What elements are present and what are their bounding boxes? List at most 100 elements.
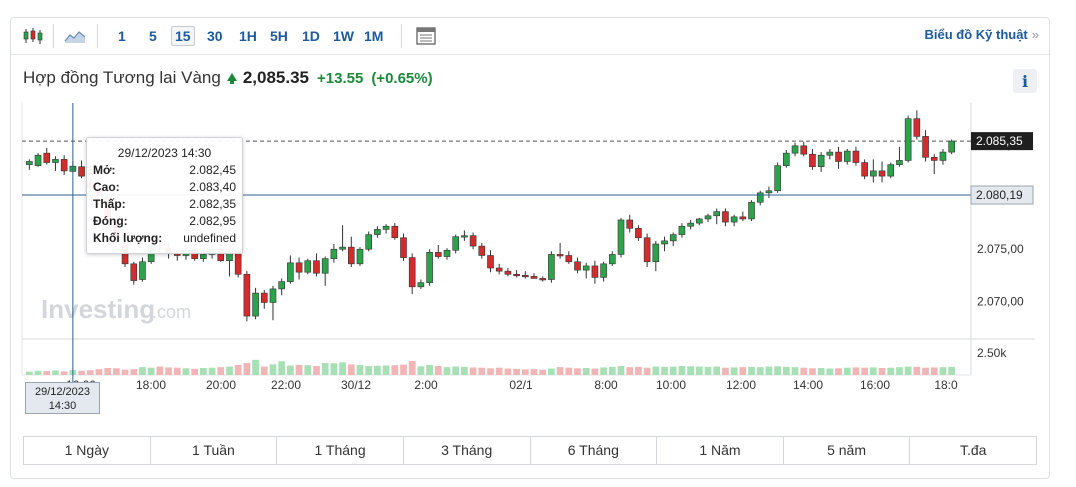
- toolbar-divider: [53, 24, 54, 48]
- volume-bar: [60, 371, 68, 375]
- range-1-month[interactable]: 1 Tháng: [277, 437, 404, 464]
- volume-bar: [800, 367, 808, 375]
- timeframe-15[interactable]: 15: [171, 26, 195, 46]
- technical-chart-link-label[interactable]: Biểu đồ Kỹ thuật: [924, 27, 1028, 42]
- bullish-candle: [365, 234, 372, 250]
- bearish-candle: [556, 254, 564, 257]
- bullish-candle: [617, 219, 625, 255]
- bearish-candle: [504, 270, 512, 275]
- range-3-months[interactable]: 3 Tháng: [404, 437, 531, 464]
- bearish-candle: [260, 292, 268, 303]
- volume-bar: [260, 366, 268, 375]
- volume-bar: [600, 367, 607, 375]
- timeframe-1w[interactable]: 1W: [333, 28, 354, 44]
- volume-bar: [156, 366, 164, 375]
- time-axis-label: 30/12: [341, 378, 371, 392]
- timeframe-1d[interactable]: 1D: [302, 28, 320, 44]
- price-tick-label: 2.075,00: [977, 242, 1024, 256]
- volume-bar: [104, 368, 112, 375]
- area-chart-icon[interactable]: [63, 26, 87, 46]
- volume-bar: [748, 366, 755, 375]
- bullish-candle: [321, 258, 329, 274]
- volume-bar: [635, 366, 642, 375]
- range-max[interactable]: T.đa: [959, 442, 987, 458]
- bullish-candle: [34, 154, 42, 166]
- ohlc-tooltip: 29/12/2023 14:30 Mở: 2.082,45 Cao: 2.083,4…: [86, 137, 243, 254]
- bearish-candle: [861, 162, 868, 177]
- time-axis-label: 02/1: [509, 378, 533, 392]
- bullish-candle: [652, 243, 660, 263]
- volume-bar: [661, 366, 668, 375]
- volume-bar: [643, 367, 651, 375]
- tooltip-label: Mở:: [93, 163, 116, 177]
- time-axis-label: 14:00: [793, 378, 823, 392]
- info-button[interactable]: i: [1013, 69, 1037, 93]
- range-1-year[interactable]: 1 Năm: [657, 437, 784, 464]
- tooltip-row-open: Mở: 2.082,45: [87, 162, 242, 179]
- bullish-candle: [269, 288, 277, 303]
- volume-bar: [930, 367, 938, 375]
- range-6-months[interactable]: 6 Tháng: [531, 437, 658, 464]
- range-selector: 1 Ngày 1 Tuần 1 Tháng 3 Tháng 6 Tháng 1 …: [23, 436, 1037, 465]
- volume-bar: [208, 367, 216, 375]
- volume-bar: [121, 369, 129, 375]
- timeframe-1h[interactable]: 1H: [239, 28, 257, 44]
- volume-bar: [26, 371, 33, 375]
- bearish-candle: [913, 118, 921, 137]
- volume-bar: [765, 366, 773, 375]
- bullish-candle: [426, 252, 433, 283]
- time-axis-label: 2:00: [414, 378, 438, 392]
- bullish-candle: [374, 229, 381, 235]
- bullish-candle: [200, 254, 207, 259]
- instrument-header: Hợp đồng Tương lai Vàng 2,085.35 +13.55 …: [23, 67, 433, 89]
- layout-icon[interactable]: [414, 26, 438, 46]
- bullish-candle: [382, 225, 390, 230]
- bullish-candle: [287, 262, 294, 282]
- bullish-candle: [774, 165, 781, 192]
- volume-bar: [756, 367, 764, 375]
- volume-bar: [321, 362, 329, 375]
- volume-bar: [487, 368, 494, 375]
- tooltip-date: 29/12/2023 14:30: [117, 146, 212, 160]
- bearish-candle: [591, 265, 599, 278]
- volume-bar: [878, 368, 886, 375]
- chevron-right-icon: »: [1031, 27, 1039, 42]
- volume-bar: [939, 367, 947, 375]
- range-5-years[interactable]: 5 năm: [784, 437, 911, 464]
- volume-bar: [313, 366, 320, 375]
- timeframe-5[interactable]: 5: [149, 28, 157, 44]
- volume-bar: [191, 368, 199, 375]
- time-axis-label: 10:00: [656, 378, 686, 392]
- volume-bar: [904, 366, 912, 375]
- timeframe-1[interactable]: 1: [118, 28, 126, 44]
- range-1-week[interactable]: 1 Tuần: [151, 437, 278, 464]
- bearish-candle: [722, 211, 729, 223]
- tooltip-label: Đóng:: [93, 214, 128, 228]
- timeframe-1m[interactable]: 1M: [364, 28, 384, 44]
- bullish-candle: [687, 222, 694, 227]
- volume-bar: [582, 368, 590, 375]
- bearish-candle: [522, 275, 529, 278]
- volume-bar: [713, 366, 721, 375]
- volume-bar: [608, 366, 616, 375]
- bullish-candle: [669, 234, 677, 242]
- volume-bar: [652, 366, 660, 375]
- technical-chart-link[interactable]: Biểu đồ Kỹ thuật»: [924, 27, 1039, 42]
- timeframe-5h[interactable]: 5H: [270, 28, 288, 44]
- candlestick-icon[interactable]: [21, 26, 45, 46]
- timeframe-30[interactable]: 30: [207, 28, 223, 44]
- volume-axis-label: 2.50k: [977, 346, 1007, 360]
- volume-bar: [182, 368, 190, 375]
- bullish-candle: [843, 150, 851, 162]
- price-change-percent: (+0.65%): [371, 69, 433, 87]
- chart-toolbar: 1 5 15 30 1H 5H 1D 1W 1M Biểu đồ Kỹ thuậ…: [11, 18, 1049, 55]
- range-1-day[interactable]: 1 Ngày: [24, 437, 151, 464]
- volume-bar: [687, 366, 694, 375]
- bullish-candle: [26, 161, 33, 165]
- bearish-candle: [478, 245, 486, 256]
- time-axis-label: 20:00: [206, 378, 236, 392]
- price-up-arrow-icon: [226, 73, 237, 84]
- volume-bar: [400, 364, 407, 375]
- bullish-candle: [887, 164, 895, 177]
- volume-bar: [226, 366, 233, 375]
